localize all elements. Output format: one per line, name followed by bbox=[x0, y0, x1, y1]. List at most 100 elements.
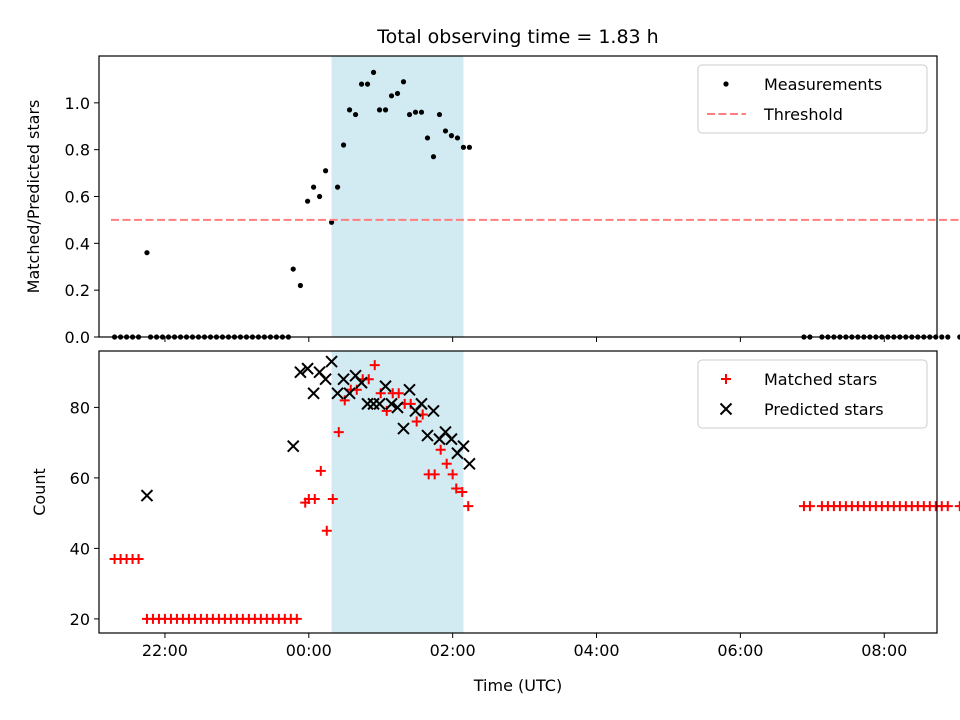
matched-point bbox=[451, 483, 462, 494]
measurement-point bbox=[957, 334, 960, 340]
x-tick-label: 00:00 bbox=[286, 641, 332, 660]
predicted-point bbox=[294, 365, 307, 379]
legend-label: Threshold bbox=[763, 105, 843, 124]
matched-point bbox=[315, 465, 326, 476]
predicted-point bbox=[457, 439, 470, 453]
predicted-point bbox=[319, 372, 332, 386]
matched-point bbox=[369, 360, 380, 371]
x-tick-label: 22:00 bbox=[142, 641, 188, 660]
x-tick-label: 04:00 bbox=[573, 641, 619, 660]
measurement-point bbox=[346, 107, 353, 113]
legend-matched-marker bbox=[721, 374, 731, 384]
legend-label: Measurements bbox=[764, 75, 882, 94]
x-tick-label: 06:00 bbox=[717, 641, 763, 660]
predicted-point bbox=[403, 383, 416, 396]
legend-label: Predicted stars bbox=[764, 400, 884, 419]
measurement-point bbox=[358, 81, 365, 87]
measurement-point bbox=[454, 135, 461, 141]
measurement-point bbox=[400, 79, 407, 85]
legend-label: Matched stars bbox=[764, 370, 877, 389]
matched-point bbox=[429, 469, 440, 480]
matched-point bbox=[441, 458, 452, 469]
predicted-point bbox=[331, 387, 344, 400]
matched-point bbox=[333, 427, 344, 438]
measurement-point bbox=[334, 184, 341, 190]
matched-point bbox=[133, 553, 144, 564]
measurement-point bbox=[945, 334, 951, 340]
measurement-point bbox=[364, 81, 371, 87]
measurement-point bbox=[448, 133, 455, 139]
matched-point bbox=[457, 487, 468, 497]
measurement-point bbox=[290, 266, 296, 272]
x-axis-label: Time (UTC) bbox=[473, 676, 562, 695]
matched-point bbox=[321, 525, 332, 536]
measurement-point bbox=[388, 93, 395, 99]
predicted-point bbox=[421, 429, 434, 442]
chart-title: Total observing time = 1.83 h bbox=[376, 26, 658, 48]
measurement-point bbox=[376, 107, 383, 113]
measurement-point bbox=[466, 144, 473, 150]
matched-point bbox=[447, 469, 458, 480]
predicted-point bbox=[355, 376, 368, 389]
predicted-point bbox=[415, 397, 428, 411]
legend-measurements-marker bbox=[723, 81, 729, 87]
matched-point bbox=[309, 494, 320, 505]
legend-predicted-marker bbox=[719, 402, 733, 416]
matched-point bbox=[393, 388, 404, 399]
count-panel: 22:00 00:00 02:00 04:00 06:00 08:00 20 40 60 80 Co… bbox=[30, 350, 960, 660]
predicted-point bbox=[140, 489, 154, 502]
matched-point bbox=[804, 501, 815, 512]
measurement-point bbox=[328, 219, 335, 225]
y-tick-label: 80 bbox=[70, 398, 90, 417]
measurement-point bbox=[340, 142, 347, 148]
ratio-panel: 0.0 0.2 0.4 0.6 0.8 1.0 Matched/Predicted star… bbox=[24, 55, 960, 347]
axes-frame bbox=[98, 350, 938, 634]
y-tick-label: 1.0 bbox=[65, 94, 90, 113]
measurement-point bbox=[322, 168, 329, 174]
measurement-point bbox=[316, 193, 323, 200]
measurement-point bbox=[430, 154, 437, 160]
measurement-point bbox=[442, 128, 449, 134]
measurement-point bbox=[424, 135, 431, 141]
y-tick-label: 40 bbox=[70, 539, 90, 558]
predicted-point bbox=[301, 362, 314, 375]
y-tick-label: 0.0 bbox=[65, 328, 90, 347]
predicted-point bbox=[343, 387, 356, 400]
measurement-point bbox=[352, 111, 359, 118]
predicted-point bbox=[287, 439, 300, 453]
predicted-point bbox=[463, 457, 476, 471]
predicted-point bbox=[385, 397, 398, 411]
predicted-point bbox=[307, 387, 320, 400]
predicted-point bbox=[391, 401, 404, 414]
y-tick-label: 60 bbox=[70, 469, 90, 488]
matched-point bbox=[291, 613, 302, 624]
predicted-point bbox=[445, 432, 458, 446]
predicted-point bbox=[337, 372, 350, 386]
legend-box bbox=[697, 359, 928, 429]
legend-box bbox=[697, 64, 928, 134]
y-axis-label: Count bbox=[30, 468, 49, 516]
measurement-point bbox=[370, 69, 377, 75]
measurement-point bbox=[436, 111, 443, 118]
measurement-point bbox=[382, 107, 389, 113]
y-tick-label: 20 bbox=[70, 610, 90, 629]
x-tick-label: 02:00 bbox=[430, 641, 476, 660]
measurement-point bbox=[418, 109, 425, 115]
y-tick-label: 0.6 bbox=[65, 188, 90, 207]
y-tick-label: 0.4 bbox=[65, 234, 90, 253]
y-tick-label: 0.8 bbox=[65, 141, 90, 160]
legend: Measurements Threshold bbox=[697, 64, 928, 134]
matched-point bbox=[327, 494, 338, 505]
measurement-point bbox=[297, 282, 304, 289]
matched-point bbox=[954, 501, 960, 512]
measurement-point bbox=[394, 90, 401, 97]
predicted-point bbox=[427, 404, 440, 418]
measurement-point bbox=[412, 109, 419, 115]
y-tick-label: 0.2 bbox=[65, 281, 90, 300]
measurement-point bbox=[406, 111, 413, 118]
measurement-point bbox=[144, 250, 150, 256]
x-tick-label: 08:00 bbox=[861, 641, 907, 660]
measurement-point bbox=[460, 144, 467, 150]
matched-point bbox=[463, 501, 474, 512]
